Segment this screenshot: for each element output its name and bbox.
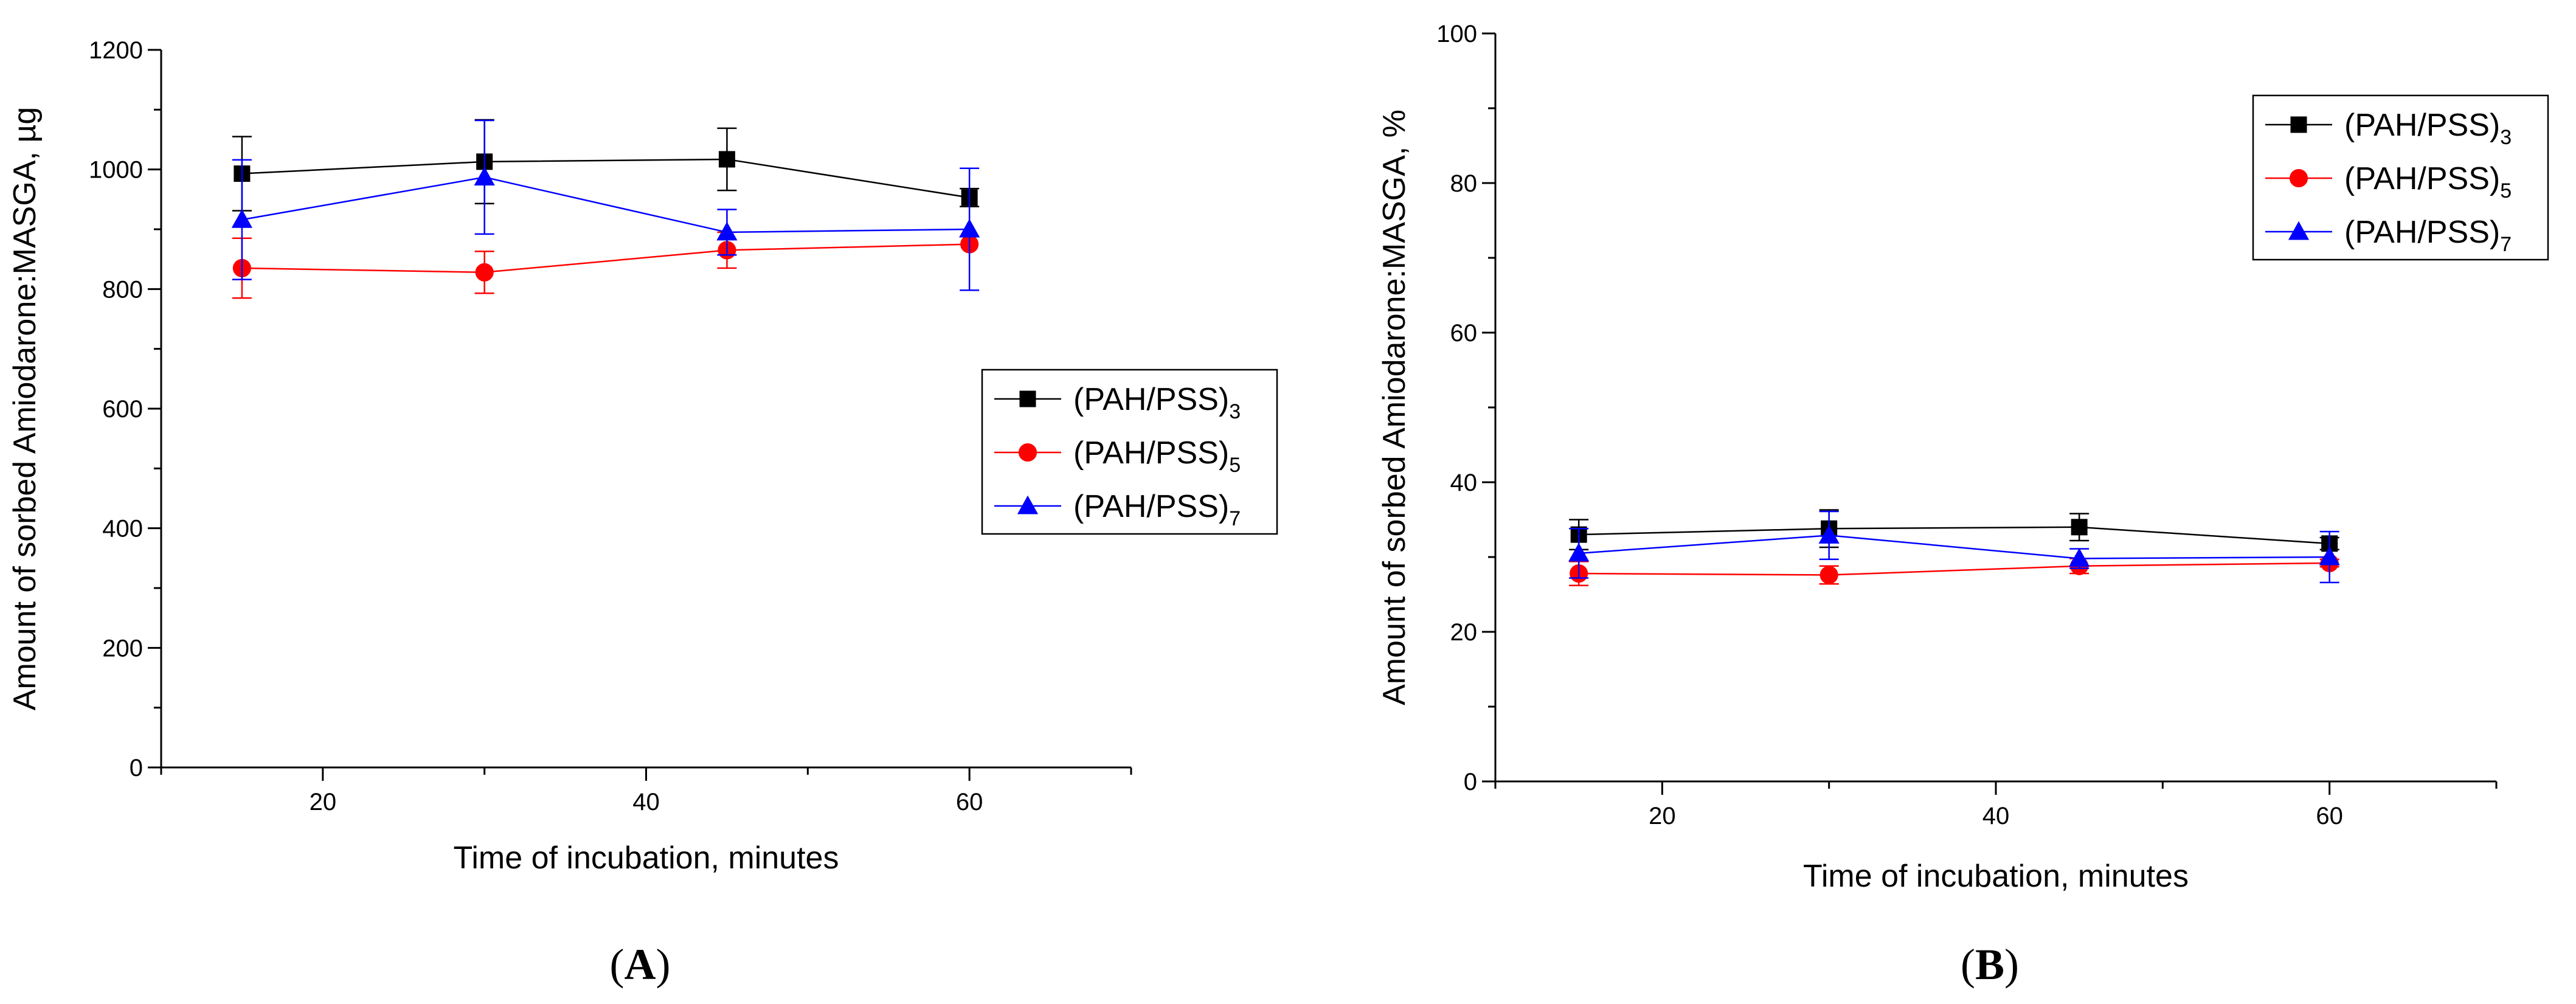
- y-tick-label: 0: [1464, 769, 1477, 795]
- panel-label: (A): [610, 940, 671, 989]
- y-tick-label: 20: [1450, 619, 1478, 646]
- y-tick-label: 800: [102, 276, 143, 303]
- data-point: [1568, 542, 1590, 562]
- data-point: [475, 263, 494, 282]
- series-pahpss-7: [1568, 510, 2340, 584]
- series-pahpss-3: [232, 119, 980, 212]
- x-tick-label: 40: [1982, 803, 2010, 829]
- legend: (PAH/PSS)3 (PAH/PSS)5 (PAH/PSS)7: [2252, 94, 2549, 261]
- data-point: [2069, 548, 2090, 567]
- data-point: [474, 167, 495, 185]
- data-point: [959, 218, 980, 238]
- legend-label: (PAH/PSS)3: [2344, 108, 2512, 149]
- chart-panel-B: 20 40 60 0 20 40 60 80 100 Time of incubation, mi…: [1377, 21, 2549, 989]
- x-tick-label: 40: [632, 789, 660, 815]
- x-axis-title: Time of incubation, minutes: [1803, 859, 2189, 894]
- legend-label: (PAH/PSS)7: [1073, 489, 1241, 530]
- y-tick-label: 60: [1450, 320, 1478, 347]
- y-tick-label: 400: [102, 516, 143, 542]
- series-line: [1579, 562, 2330, 576]
- x-tick-label: 20: [1649, 803, 1676, 829]
- series-pahpss-5: [232, 231, 979, 299]
- legend-marker: [1018, 443, 1037, 462]
- data-point: [2319, 546, 2340, 566]
- y-tick-label: 0: [130, 755, 143, 781]
- series-line: [1579, 535, 2330, 559]
- series-line: [241, 243, 970, 274]
- series-line: [1579, 526, 2330, 545]
- legend-label: (PAH/PSS)7: [2344, 215, 2512, 256]
- legend-marker: [1017, 495, 1039, 514]
- y-tick-label: 100: [1436, 21, 1477, 47]
- panel-label: (B): [1961, 940, 2019, 989]
- x-tick-label: 60: [956, 789, 983, 815]
- series-pahpss-7: [231, 119, 980, 291]
- legend: (PAH/PSS)3 (PAH/PSS)5 (PAH/PSS)7: [981, 369, 1278, 535]
- y-axis-title: Amount of sorbed Amiodarone:MASGA, %: [1377, 109, 1412, 705]
- y-axis-title: Amount of sorbed Amiodarone:MASGA, µg: [7, 107, 43, 710]
- y-tick-label: 200: [102, 635, 143, 662]
- legend-marker: [2289, 168, 2308, 188]
- series-line: [241, 158, 970, 199]
- legend-marker: [2290, 116, 2307, 133]
- y-tick-label: 1000: [89, 157, 143, 184]
- y-tick-label: 600: [102, 396, 143, 423]
- data-point: [1819, 566, 1838, 584]
- legend-label: (PAH/PSS)5: [1073, 435, 1241, 477]
- legend-label: (PAH/PSS)5: [2344, 161, 2512, 203]
- series-line: [241, 176, 970, 234]
- legend-marker: [1019, 390, 1036, 407]
- legend-label: (PAH/PSS)3: [1073, 382, 1241, 423]
- x-tick-label: 20: [310, 789, 337, 815]
- y-tick-label: 80: [1450, 170, 1478, 197]
- legend-marker: [2288, 221, 2310, 240]
- y-tick-label: 1200: [89, 37, 143, 64]
- data-point: [718, 151, 735, 168]
- x-axis-title: Time of incubation, minutes: [454, 840, 839, 876]
- x-tick-label: 60: [2316, 803, 2343, 829]
- y-tick-label: 40: [1450, 469, 1478, 496]
- data-point: [1818, 525, 1840, 544]
- series-pahpss-5: [1569, 553, 2339, 586]
- data-point: [2071, 519, 2088, 536]
- data-point: [231, 209, 253, 228]
- data-point: [716, 221, 738, 241]
